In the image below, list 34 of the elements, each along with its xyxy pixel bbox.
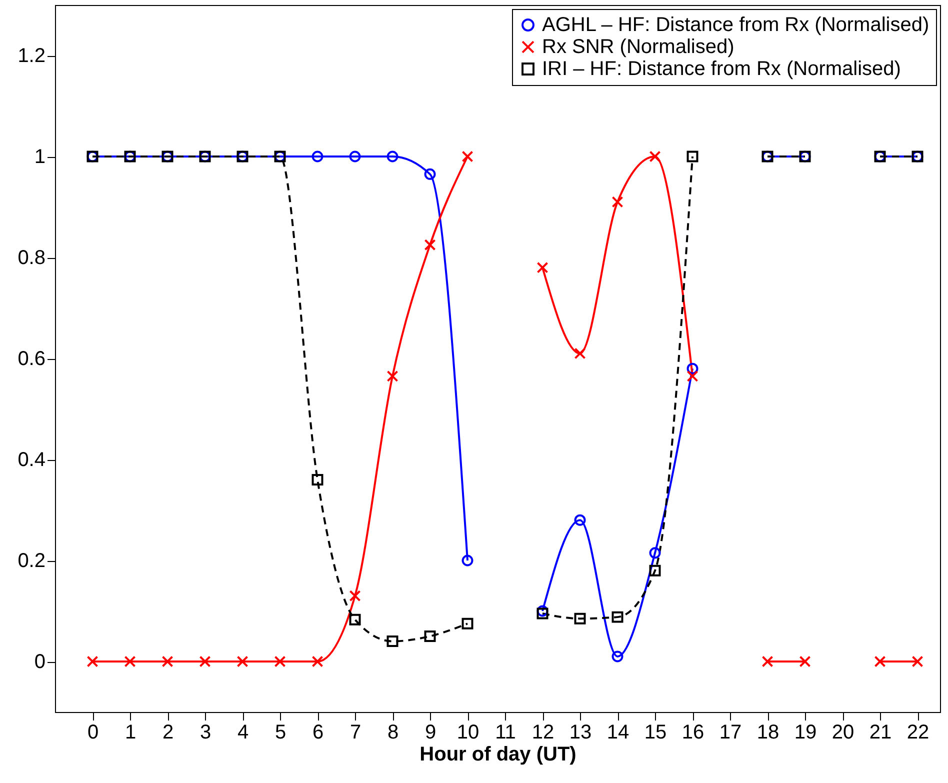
x-tick-label: 11 xyxy=(495,722,516,744)
x-tick-label: 0 xyxy=(87,722,99,744)
x-tick-label: 4 xyxy=(237,722,249,744)
y-tick-label: 0.4 xyxy=(18,449,46,471)
y-tick-label: 1 xyxy=(34,146,46,168)
x-tick-label: 15 xyxy=(644,722,667,744)
x-tick-label: 13 xyxy=(569,722,592,744)
x-tick-label: 22 xyxy=(906,722,930,744)
x-tick-label: 7 xyxy=(350,722,362,744)
legend-label: AGHL – HF: Distance from Rx (Normalised) xyxy=(542,14,930,36)
x-tick-label: 19 xyxy=(794,722,817,744)
x-tick-label: 5 xyxy=(274,722,286,744)
y-tick-label: 0.8 xyxy=(18,247,46,269)
x-tick-label: 9 xyxy=(424,722,436,744)
x-tick-label: 17 xyxy=(719,722,742,744)
x-tick-label: 2 xyxy=(162,722,174,744)
legend-label: Rx SNR (Normalised) xyxy=(542,36,734,58)
x-tick-label: 18 xyxy=(756,722,780,744)
x-tick-label: 21 xyxy=(869,722,892,744)
x-tick-label: 20 xyxy=(832,722,854,744)
x-tick-label: 10 xyxy=(456,722,480,744)
y-tick-label: 0.2 xyxy=(18,550,46,572)
x-tick-label: 6 xyxy=(312,722,324,744)
y-tick-label: 0.6 xyxy=(18,348,46,370)
x-axis-title: Hour of day (UT) xyxy=(420,744,576,766)
x-tick-label: 14 xyxy=(606,722,630,744)
legend-label: IRI – HF: Distance from Rx (Normalised) xyxy=(542,58,901,80)
y-tick-label: 0 xyxy=(34,651,46,673)
x-tick-label: 3 xyxy=(200,722,212,744)
x-tick-label: 12 xyxy=(532,722,554,744)
x-tick-label: 16 xyxy=(682,722,704,744)
x-tick-label: 1 xyxy=(124,722,136,744)
x-tick-label: 8 xyxy=(387,722,399,744)
y-tick-label: 1.2 xyxy=(18,45,46,67)
